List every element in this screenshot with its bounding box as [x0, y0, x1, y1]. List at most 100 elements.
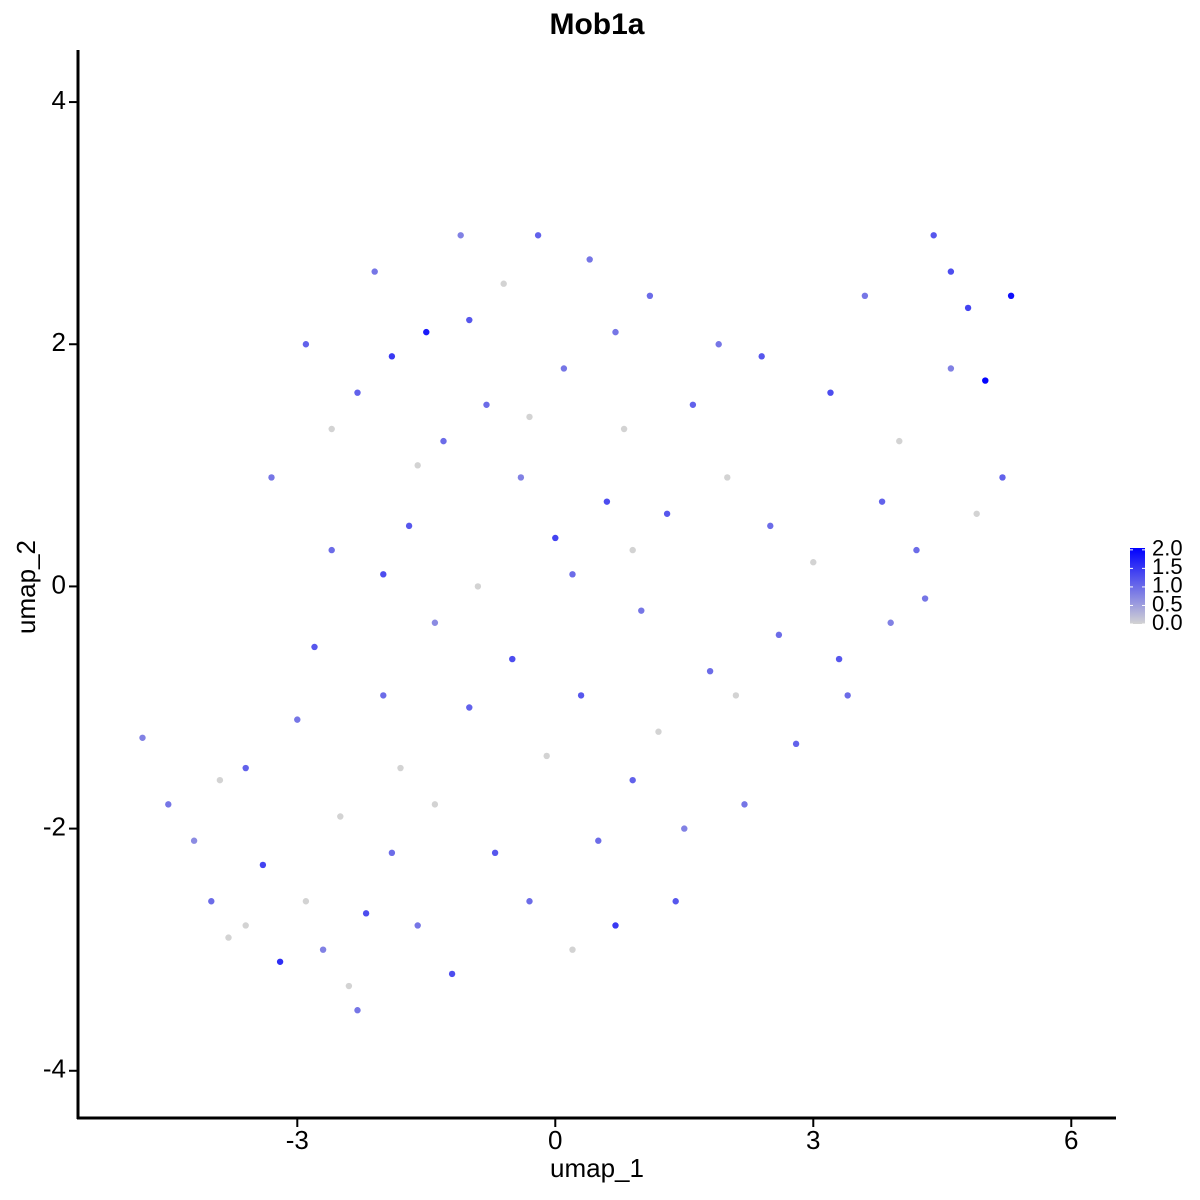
y-tick-label: 0	[52, 569, 66, 599]
point	[388, 353, 396, 360]
point	[629, 776, 636, 784]
point	[646, 292, 654, 300]
point	[896, 437, 903, 445]
point	[276, 958, 284, 965]
point	[681, 825, 688, 832]
point	[440, 437, 447, 445]
point	[165, 801, 172, 808]
y-tick-label: -2	[43, 811, 66, 841]
point	[982, 377, 989, 384]
point	[423, 328, 430, 336]
point	[345, 982, 353, 990]
point	[861, 292, 869, 300]
point	[466, 704, 473, 711]
point	[268, 474, 275, 481]
point	[913, 546, 920, 554]
point	[242, 764, 249, 772]
point	[595, 837, 602, 844]
point	[216, 776, 224, 784]
point	[715, 341, 722, 348]
point	[354, 389, 361, 396]
point	[380, 571, 387, 578]
y-tick-label: 2	[52, 327, 66, 357]
point	[629, 546, 636, 554]
point	[474, 583, 482, 590]
point	[294, 716, 301, 723]
point	[259, 861, 267, 869]
point	[569, 571, 576, 578]
point	[706, 667, 714, 675]
point	[724, 474, 731, 481]
point	[999, 474, 1006, 481]
point	[577, 692, 585, 699]
point	[139, 734, 146, 741]
point	[302, 341, 310, 348]
point	[552, 534, 559, 542]
y-tick-label: -4	[43, 1054, 66, 1084]
point	[405, 522, 413, 530]
point	[328, 425, 335, 433]
point	[371, 268, 378, 275]
point	[560, 365, 568, 372]
point	[431, 801, 439, 808]
point	[491, 849, 499, 857]
point	[311, 643, 318, 651]
point	[964, 304, 972, 312]
x-tick-label: 3	[806, 1125, 820, 1155]
point	[1007, 292, 1015, 300]
colorbar-tick-label: 0.0	[1152, 610, 1183, 635]
point	[758, 353, 765, 360]
point	[973, 510, 980, 517]
point	[586, 256, 593, 263]
point	[543, 752, 550, 760]
point	[388, 849, 396, 857]
point	[483, 401, 490, 408]
x-tick-label: 6	[1064, 1125, 1078, 1155]
chart-title: Mob1a	[549, 8, 644, 41]
point	[612, 328, 619, 336]
point	[457, 232, 464, 239]
point	[844, 692, 851, 699]
point	[732, 692, 740, 699]
point	[835, 655, 843, 663]
colorbar-tick-label: 0.5	[1152, 591, 1183, 616]
point	[302, 898, 310, 905]
point	[534, 232, 542, 239]
x-axis-label: umap_1	[550, 1153, 644, 1183]
y-axis-label: umap_2	[11, 540, 41, 634]
point	[775, 631, 783, 639]
point	[689, 401, 697, 408]
point	[397, 764, 404, 772]
point	[921, 595, 929, 602]
colorbar-tick-label: 2.0	[1152, 536, 1183, 561]
point	[414, 462, 421, 469]
point	[319, 946, 327, 953]
point	[620, 425, 628, 433]
point	[612, 922, 619, 929]
point	[431, 619, 439, 626]
point	[947, 268, 955, 275]
point	[878, 498, 886, 505]
point	[526, 898, 533, 905]
point	[569, 946, 576, 953]
point	[466, 316, 473, 324]
point	[930, 232, 937, 239]
point	[362, 910, 370, 917]
point	[354, 1007, 361, 1014]
point	[663, 510, 671, 517]
point	[947, 365, 955, 372]
colorbar	[1130, 548, 1145, 624]
colorbar-tick-label: 1.5	[1152, 554, 1183, 579]
y-tick-label: 4	[52, 85, 66, 115]
point	[414, 922, 421, 929]
point	[208, 898, 215, 905]
point	[638, 607, 645, 614]
point	[380, 692, 387, 699]
colorbar-tick-label: 1.0	[1152, 573, 1183, 598]
x-tick-label: -3	[286, 1125, 309, 1155]
point	[603, 498, 611, 505]
point	[517, 474, 525, 481]
point	[328, 546, 335, 554]
point	[225, 934, 232, 941]
